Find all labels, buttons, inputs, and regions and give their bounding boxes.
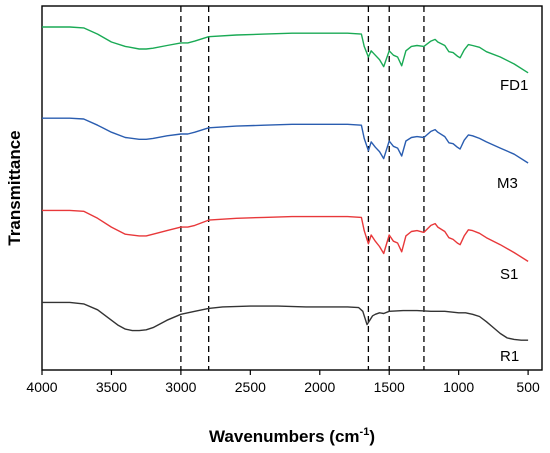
x-axis-title-superscript: -1 — [360, 426, 370, 438]
series-line-r1 — [42, 301, 529, 341]
series-labels: FD1 M3 S1 R1 — [497, 77, 528, 365]
x-tick-label: 1000 — [443, 379, 474, 395]
series-label-r1: R1 — [500, 348, 519, 365]
series-label-fd1: FD1 — [500, 77, 528, 94]
x-tick-label: 3500 — [96, 379, 127, 395]
x-tick-label: 500 — [516, 379, 540, 395]
series-line-s1 — [42, 209, 529, 262]
x-tick-label: 2500 — [235, 379, 266, 395]
x-tick-label: 4000 — [26, 379, 57, 395]
series-label-s1: S1 — [500, 266, 518, 283]
x-tick-label: 2000 — [304, 379, 335, 395]
y-axis-title: Transmittance — [5, 130, 24, 245]
x-axis-ticks: 4000 3500 3000 2500 2000 1500 1000 500 — [26, 370, 540, 395]
series-line-fd1 — [42, 26, 529, 74]
series-label-m3: M3 — [497, 175, 518, 192]
x-tick-label: 1500 — [374, 379, 405, 395]
series-line-m3 — [42, 117, 529, 164]
series-group — [42, 26, 529, 341]
x-tick-label: 3000 — [165, 379, 196, 395]
reference-lines — [180, 6, 425, 370]
plot-area-frame — [41, 5, 543, 371]
x-axis-title: Wavenumbers (cm-1) — [209, 426, 375, 446]
